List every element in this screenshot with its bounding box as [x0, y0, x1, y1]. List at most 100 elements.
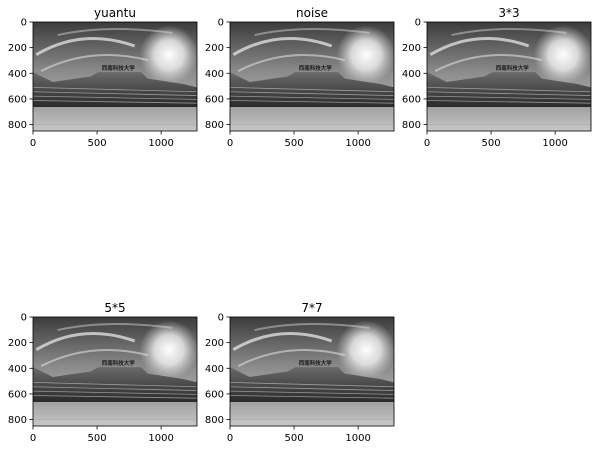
y-tick-label: 400	[8, 364, 27, 375]
x-tick-label: 0	[30, 433, 36, 444]
window-row	[427, 95, 591, 100]
y-tick-label: 600	[205, 389, 224, 400]
window-row	[33, 386, 197, 391]
y-tick-label: 200	[8, 43, 27, 54]
sign-text: 西南科技大学	[496, 64, 530, 72]
sun-glare	[336, 320, 394, 380]
subplot-2: noise 西南科技大学 0 500 1000 0 200 400 600 800	[205, 6, 395, 149]
window-row	[427, 87, 591, 93]
subplot-title: 7*7	[301, 301, 322, 315]
window-row	[230, 390, 394, 395]
photo-image: 西南科技大学	[33, 317, 197, 426]
x-tick-label: 500	[285, 433, 304, 444]
cloud-streak	[237, 349, 346, 367]
y-tick-label: 800	[205, 120, 224, 131]
window-row	[427, 100, 591, 104]
y-tick-label: 400	[205, 364, 224, 375]
cloud-streak	[237, 54, 346, 72]
subplot-title: 5*5	[104, 301, 125, 315]
window-row	[427, 91, 591, 96]
y-tick-label: 0	[218, 18, 224, 29]
photo-image: 西南科技大学	[230, 22, 394, 131]
x-tick-label: 500	[88, 433, 107, 444]
window-row	[33, 382, 197, 388]
window-row	[230, 395, 394, 399]
x-tick-label: 1000	[148, 433, 173, 444]
plaza-ground	[33, 102, 197, 131]
window-row	[230, 95, 394, 100]
window-row	[230, 386, 394, 391]
plaza-ground	[230, 102, 394, 131]
x-tick-label: 1000	[345, 138, 370, 149]
x-tick-label: 0	[227, 138, 233, 149]
cloud-streak	[232, 332, 333, 351]
plaza-ground	[427, 102, 591, 131]
x-tick-label: 0	[30, 138, 36, 149]
axes-frame	[426, 21, 592, 132]
window-row	[230, 91, 394, 96]
y-tick-label: 600	[8, 389, 27, 400]
photo-image: 西南科技大学	[230, 317, 394, 426]
subplot-title: 3*3	[498, 6, 519, 20]
window-row	[33, 95, 197, 100]
window-row	[33, 87, 197, 93]
y-tick-label: 400	[8, 69, 27, 80]
y-tick-label: 600	[205, 94, 224, 105]
y-tick-label: 200	[8, 338, 27, 349]
y-tick-label: 400	[205, 69, 224, 80]
sign-text: 西南科技大学	[299, 359, 333, 367]
y-tick-label: 800	[8, 120, 27, 131]
y-tick-label: 0	[415, 18, 421, 29]
subplot-title: noise	[296, 6, 328, 20]
window-row	[33, 100, 197, 104]
sign-text: 西南科技大学	[102, 359, 136, 367]
axes-frame	[229, 316, 395, 427]
y-tick-label: 200	[402, 43, 421, 54]
axes-frame	[32, 316, 198, 427]
photo-image: 西南科技大学	[33, 22, 197, 131]
sign-text: 西南科技大学	[299, 64, 333, 72]
window-row	[230, 87, 394, 93]
window-row	[33, 390, 197, 395]
subplot-3: 3*3 西南科技大学 0 500 1000 0 200 400 600 800	[402, 6, 592, 149]
x-tick-label: 1000	[345, 433, 370, 444]
plaza-ground	[33, 397, 197, 426]
x-tick-label: 1000	[148, 138, 173, 149]
window-row	[230, 100, 394, 104]
cloud-streak	[232, 37, 333, 56]
axes-frame	[32, 21, 198, 132]
y-tick-label: 600	[8, 94, 27, 105]
window-row	[33, 91, 197, 96]
cloud-streak	[35, 37, 136, 56]
subplot-1: yuantu 西南科技大学 0 500 1000 0 200 400 600 800	[8, 6, 198, 149]
x-tick-label: 1000	[542, 138, 567, 149]
sun-glare	[336, 25, 394, 85]
axes-frame	[229, 21, 395, 132]
sun-glare	[533, 25, 591, 85]
subplot-title: yuantu	[94, 6, 136, 20]
sun-glare	[139, 25, 197, 85]
y-tick-label: 200	[205, 338, 224, 349]
cloud-streak	[40, 54, 149, 72]
y-tick-label: 400	[402, 69, 421, 80]
subplot-4: 5*5 西南科技大学 0 500 1000 0 200 400 600 800	[8, 301, 198, 444]
y-tick-label: 200	[205, 43, 224, 54]
y-tick-label: 0	[218, 313, 224, 324]
window-row	[33, 395, 197, 399]
y-tick-label: 0	[21, 313, 27, 324]
x-tick-label: 0	[424, 138, 430, 149]
cloud-streak	[40, 349, 149, 367]
y-tick-label: 0	[21, 18, 27, 29]
y-tick-label: 600	[402, 94, 421, 105]
sign-text: 西南科技大学	[102, 64, 136, 72]
x-tick-label: 500	[285, 138, 304, 149]
sun-glare	[139, 320, 197, 380]
window-row	[230, 382, 394, 388]
photo-image: 西南科技大学	[427, 22, 591, 131]
cloud-streak	[35, 332, 136, 351]
cloud-streak	[434, 54, 543, 72]
subplot-5: 7*7 西南科技大学 0 500 1000 0 200 400 600 800	[205, 301, 395, 444]
y-tick-label: 800	[8, 415, 27, 426]
x-tick-label: 500	[482, 138, 501, 149]
